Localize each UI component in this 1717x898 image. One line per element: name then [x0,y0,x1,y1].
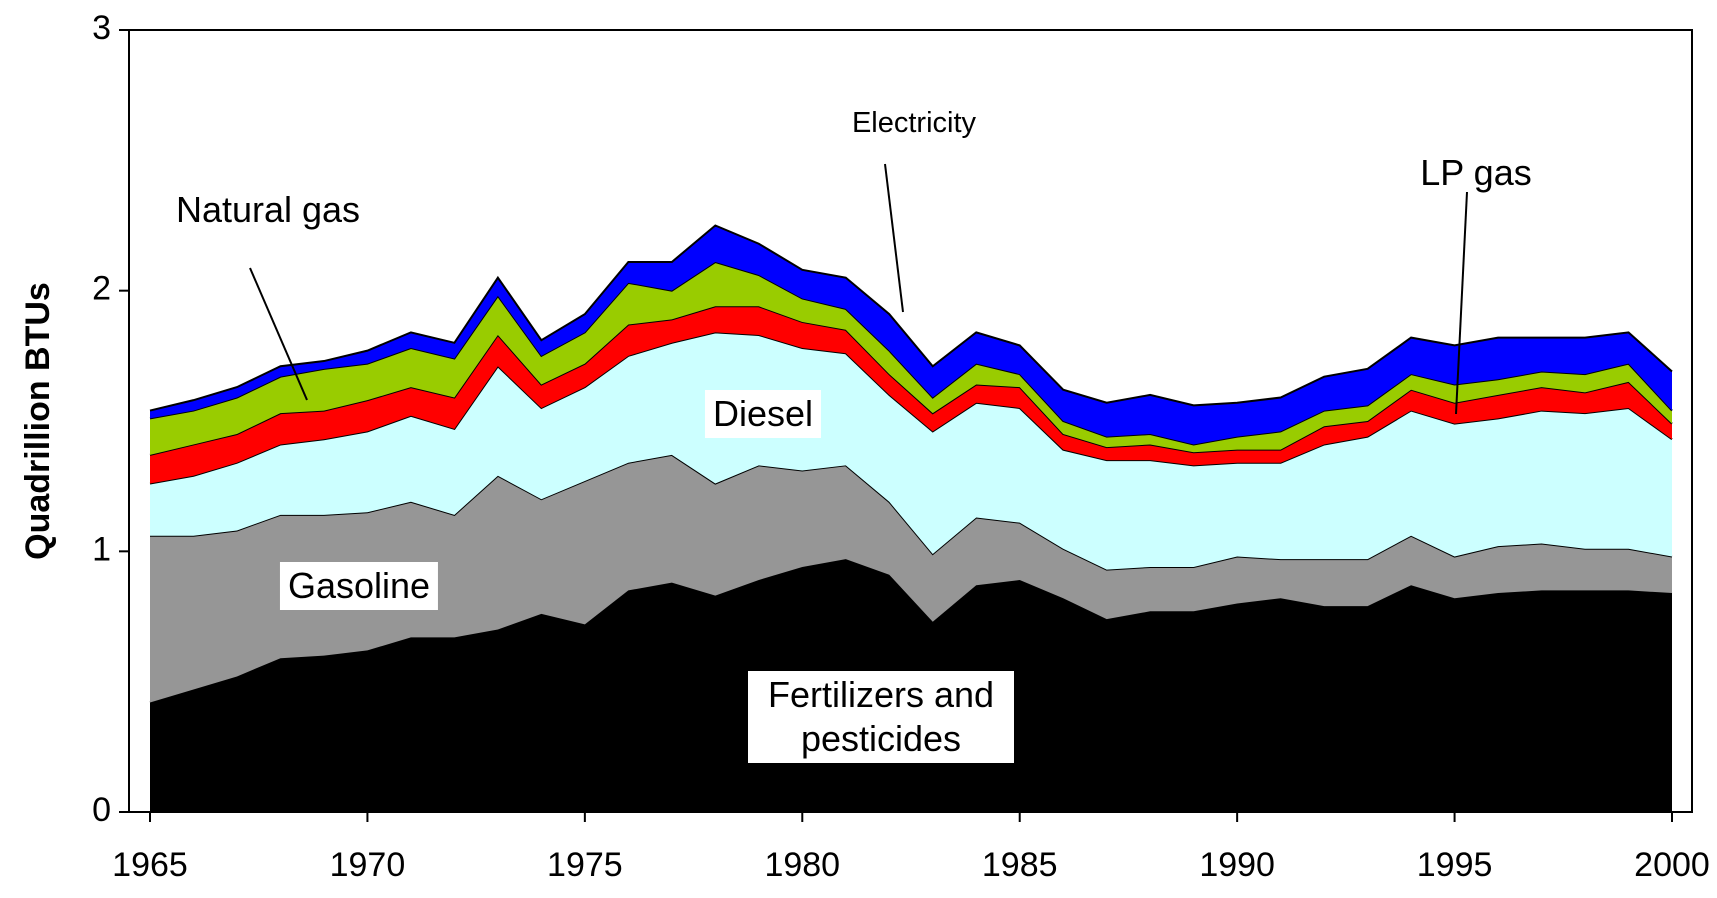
annotation-arrow [249,267,308,401]
area [150,332,1672,570]
series-label: Fertilizers and pesticides [748,671,1014,763]
y-axis-label: Quadrillion BTUs [19,282,57,560]
series-label: Gasoline [279,562,439,610]
series-label: Natural gas [175,189,361,230]
series-label: Diesel [704,390,822,438]
plot-frame [128,29,1693,813]
series-label: LP gas [1420,152,1532,193]
annotation-arrow [884,163,904,313]
area [150,454,1672,703]
x-tick-label: 1985 [982,846,1058,884]
x-tick-label: 2000 [1634,846,1710,884]
x-tick-label: 1995 [1417,846,1493,884]
x-tick-label: 1990 [1199,846,1275,884]
x-tick-label: 1975 [547,846,623,884]
x-tick-label: 1970 [330,846,406,884]
area-edge [149,224,1673,412]
y-tick-label: 1 [92,530,111,568]
annotation-arrow [1455,191,1468,415]
y-tick-label: 2 [92,270,111,308]
series-label: Electricity [851,107,977,139]
y-tick-label: 3 [92,9,111,47]
x-tick-label: 1980 [764,846,840,884]
x-tick-label: 1965 [112,846,188,884]
y-tick-label: 0 [92,791,111,829]
